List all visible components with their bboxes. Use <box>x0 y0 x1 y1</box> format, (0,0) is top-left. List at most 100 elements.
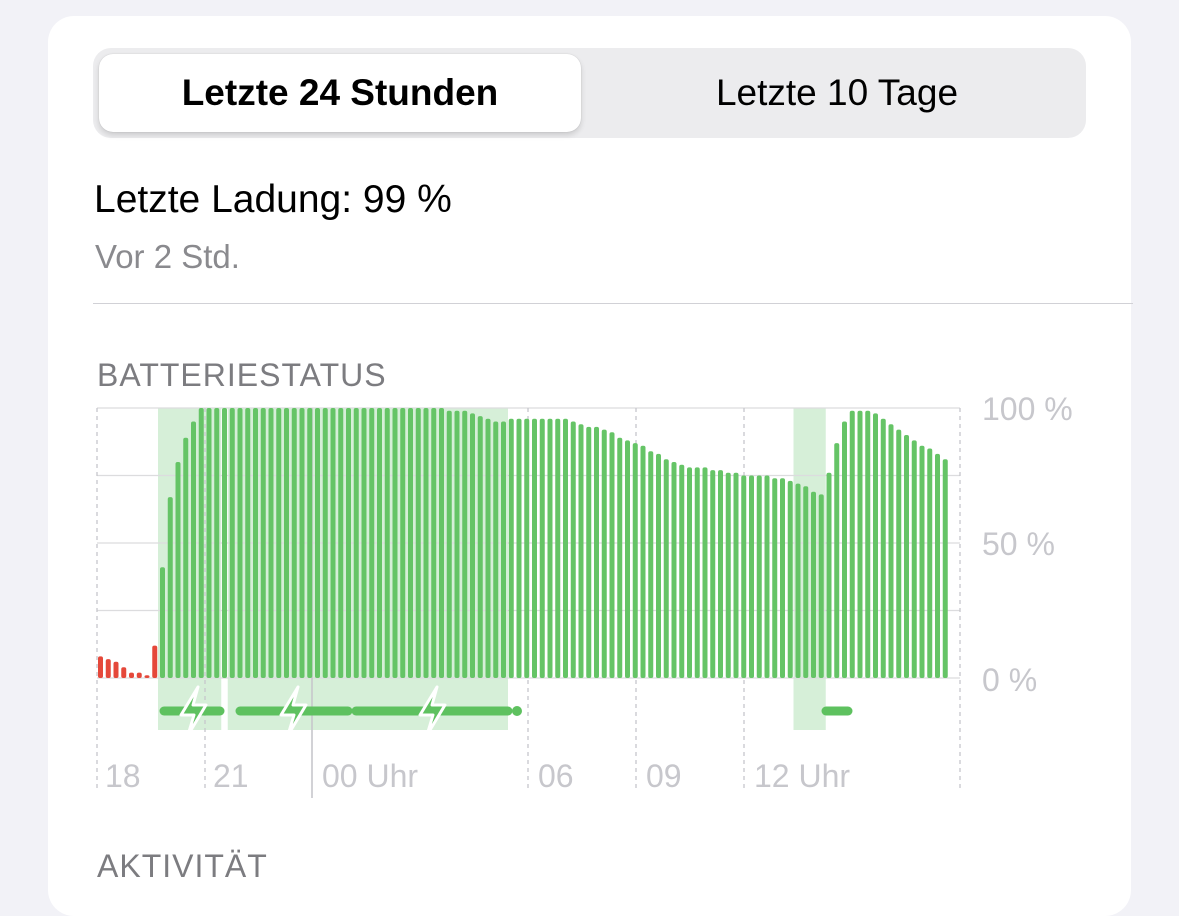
battery-level-bar <box>477 416 483 678</box>
tab-last-24-hours[interactable]: Letzte 24 Stunden <box>99 54 581 132</box>
battery-level-bar <box>617 437 623 678</box>
battery-level-bar <box>299 408 305 678</box>
battery-level-bar <box>330 408 336 678</box>
battery-level-bar <box>935 453 940 678</box>
battery-status-heading: BATTERIESTATUS <box>97 357 387 393</box>
charging-period-band <box>227 408 508 730</box>
battery-level-bar <box>927 448 933 678</box>
battery-level-bar <box>578 424 584 678</box>
battery-level-bar <box>919 445 925 678</box>
battery-level-bar <box>539 418 545 678</box>
battery-level-bar <box>206 408 212 678</box>
battery-level-bar <box>524 418 530 678</box>
battery-level-bar <box>160 567 165 678</box>
battery-level-bar <box>431 408 437 678</box>
battery-level-bar <box>663 459 669 678</box>
battery-level-bar <box>408 408 413 678</box>
charging-bolt-icon <box>179 685 208 737</box>
battery-level-bar <box>787 480 793 678</box>
charging-indicator-end-dot <box>512 706 522 716</box>
battery-level-bar <box>873 413 878 678</box>
charging-period-band <box>158 408 222 730</box>
last-charge-title: Letzte Ladung: 99 % <box>94 178 452 221</box>
battery-level-bar <box>772 478 778 678</box>
x-axis-tick-label: 21 <box>213 758 249 794</box>
battery-level-bar <box>245 408 251 678</box>
divider <box>93 303 1133 304</box>
battery-level-bar <box>911 440 917 678</box>
battery-level-bar <box>764 475 770 678</box>
battery-level-bar <box>586 426 592 678</box>
battery-level-bar <box>756 475 762 678</box>
battery-level-bar <box>749 475 754 678</box>
battery-level-bar <box>338 408 344 678</box>
battery-level-bar <box>214 408 220 678</box>
battery-level-bar <box>795 483 801 678</box>
battery-level-bar <box>253 408 258 678</box>
battery-level-bar <box>198 408 204 678</box>
tab-last-10-days-label: Letzte 10 Tage <box>715 72 959 113</box>
battery-level-bar <box>229 408 235 678</box>
battery-level-bar <box>384 408 390 678</box>
battery-level-bar <box>152 645 158 678</box>
battery-level-bar <box>423 408 429 678</box>
battery-level-bar <box>276 408 282 678</box>
battery-level-bar <box>392 408 398 678</box>
battery-level-bar <box>888 424 894 678</box>
battery-level-bar <box>942 459 948 678</box>
battery-level-bar <box>415 408 421 678</box>
battery-level-bar <box>865 410 871 678</box>
x-axis-tick-label: 09 <box>646 758 682 794</box>
battery-level-bar <box>98 656 103 678</box>
battery-level-bar <box>167 497 173 678</box>
battery-level-chart: 100 % 50 % 0 % 18 21 00 Uhr 06 09 12 Uhr <box>96 391 1073 798</box>
battery-level-bar <box>144 675 150 678</box>
battery-level-bar <box>322 408 328 678</box>
battery-level-bar <box>516 418 522 678</box>
battery-level-bar <box>687 467 692 678</box>
battery-level-bar <box>640 445 646 678</box>
battery-level-bar <box>353 408 359 678</box>
battery-level-bar <box>183 437 189 678</box>
battery-level-bar <box>570 421 576 678</box>
battery-level-bar <box>175 462 181 678</box>
battery-level-bar <box>462 410 468 678</box>
battery-level-bar <box>725 472 731 678</box>
battery-level-bar <box>849 410 855 678</box>
battery-level-bar <box>129 672 134 678</box>
battery-level-bar <box>896 429 902 678</box>
battery-level-bar <box>904 435 909 678</box>
battery-level-bar <box>501 421 506 678</box>
battery-level-bar <box>508 418 514 678</box>
battery-level-bar <box>818 494 824 678</box>
battery-level-bar <box>361 408 367 678</box>
battery-level-bar <box>400 408 406 678</box>
charging-bolt-icon <box>279 685 308 737</box>
battery-level-bar <box>439 408 444 678</box>
battery-level-bar <box>454 410 460 678</box>
battery-level-bar <box>547 418 553 678</box>
battery-level-bar <box>656 453 661 678</box>
battery-level-bar <box>601 429 607 678</box>
battery-level-bar <box>346 408 351 678</box>
tab-last-10-days[interactable]: Letzte 10 Tage <box>590 54 1084 132</box>
battery-level-bar <box>679 464 685 678</box>
battery-level-bar <box>625 440 630 678</box>
tab-last-24-hours-label: Letzte 24 Stunden <box>181 72 499 113</box>
battery-level-bar <box>880 418 886 678</box>
battery-level-bar <box>741 475 747 678</box>
battery-level-bar <box>780 478 785 678</box>
battery-level-bar <box>260 408 266 678</box>
x-axis-tick-label: 18 <box>105 758 141 794</box>
battery-level-bar <box>803 486 809 678</box>
battery-level-bar <box>369 408 375 678</box>
battery-level-bar <box>842 421 847 678</box>
battery-level-bar <box>222 408 227 678</box>
battery-level-bar <box>733 472 739 678</box>
battery-level-bar <box>826 472 832 678</box>
battery-level-bar <box>446 410 452 678</box>
battery-level-bar <box>315 408 320 678</box>
battery-level-bar <box>671 462 677 678</box>
battery-level-bar <box>648 451 654 678</box>
charging-bolt-icon <box>418 685 447 737</box>
